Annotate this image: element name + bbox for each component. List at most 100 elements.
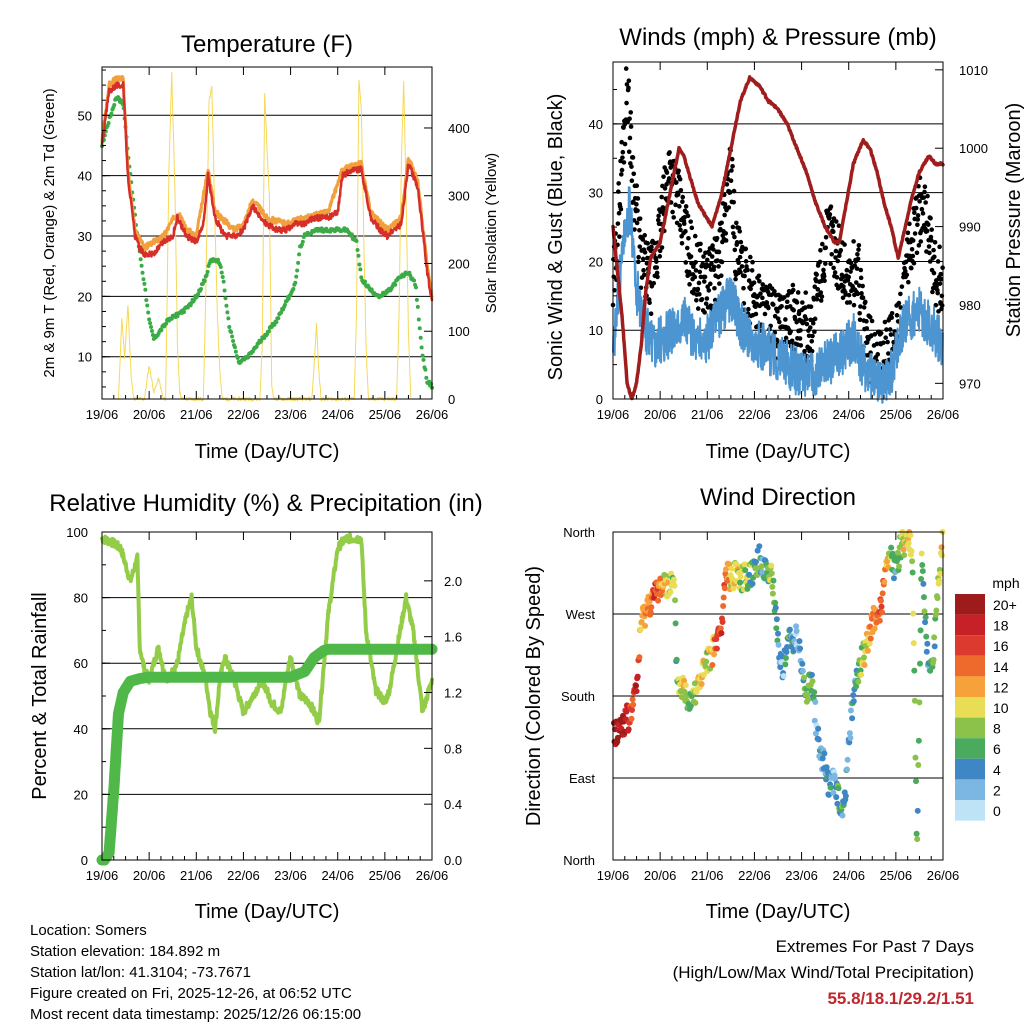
gust-point bbox=[764, 300, 770, 306]
gust-point bbox=[651, 280, 657, 286]
dewpoint-point bbox=[225, 310, 230, 315]
gust-point bbox=[729, 168, 734, 173]
gust-point bbox=[718, 273, 724, 279]
gust-point bbox=[642, 272, 647, 278]
gust-point bbox=[724, 182, 730, 187]
gust-point bbox=[722, 212, 727, 218]
winds-series bbox=[610, 66, 945, 404]
gust-point bbox=[641, 268, 646, 273]
gust-point bbox=[761, 287, 766, 293]
direction-point bbox=[782, 661, 789, 668]
x-tick-label: 25/06 bbox=[369, 407, 402, 422]
direction-point bbox=[839, 812, 846, 819]
x-tick-label: 21/06 bbox=[691, 407, 724, 422]
gust-point bbox=[631, 199, 636, 205]
gust-point bbox=[855, 251, 860, 257]
direction-point bbox=[629, 696, 636, 703]
gust-point bbox=[918, 239, 924, 244]
direction-point bbox=[749, 580, 756, 587]
gust-point bbox=[812, 329, 817, 334]
direction-point bbox=[823, 764, 830, 771]
direction-point bbox=[861, 662, 868, 669]
x-tick-label: 23/06 bbox=[274, 407, 307, 422]
y2-tick-label: 100 bbox=[448, 324, 470, 339]
direction-point bbox=[698, 681, 705, 688]
direction-point bbox=[709, 662, 716, 669]
gust-point bbox=[656, 213, 661, 219]
speed-legend: mph 20+ 18 16 14 12 10 8 6 4 2 0 bbox=[955, 575, 1020, 821]
x-tick-label: 20/06 bbox=[644, 868, 677, 883]
gust-point bbox=[706, 288, 712, 293]
direction-point bbox=[713, 635, 720, 642]
x-tick-label: 19/06 bbox=[86, 868, 119, 883]
direction-point bbox=[780, 672, 787, 679]
gust-point bbox=[916, 243, 922, 248]
gust-point bbox=[628, 124, 634, 129]
direction-point bbox=[682, 682, 689, 689]
direction-point bbox=[717, 625, 724, 632]
gust-point bbox=[803, 316, 809, 322]
dewpoint-point bbox=[139, 263, 144, 268]
gust-point bbox=[666, 176, 672, 181]
gust-point bbox=[922, 184, 928, 189]
direction-point bbox=[916, 699, 923, 706]
gust-point bbox=[790, 287, 796, 293]
dewpoint-point bbox=[215, 257, 220, 262]
direction-point bbox=[921, 608, 928, 615]
gust-point bbox=[860, 295, 866, 301]
gust-point bbox=[812, 284, 818, 290]
gust-point bbox=[800, 300, 805, 305]
direction-point bbox=[918, 575, 925, 582]
x-tick-label: 20/06 bbox=[644, 407, 677, 422]
direction-point bbox=[930, 656, 937, 663]
gust-point bbox=[856, 283, 862, 288]
direction-point bbox=[777, 664, 784, 671]
gust-point bbox=[869, 318, 875, 324]
gust-point bbox=[894, 313, 900, 318]
direction-point bbox=[858, 671, 865, 678]
gust-point bbox=[823, 261, 828, 266]
gust-point bbox=[770, 302, 776, 307]
dewpoint-point bbox=[418, 335, 423, 340]
direction-point bbox=[931, 643, 938, 650]
y-tick-label: 0 bbox=[81, 853, 88, 868]
dewpoint-point bbox=[293, 280, 298, 285]
gust-point bbox=[804, 321, 810, 327]
direction-point bbox=[900, 546, 907, 553]
y2-tick-label: 1.6 bbox=[444, 630, 462, 645]
gust-point bbox=[681, 221, 687, 226]
gust-point bbox=[858, 304, 863, 309]
dewpoint-point bbox=[196, 291, 201, 296]
gust-point bbox=[772, 289, 777, 294]
direction-point bbox=[922, 619, 929, 626]
dewpoint-point bbox=[294, 274, 299, 279]
speed-legend-swatch bbox=[955, 635, 985, 656]
y-tick-label: 0 bbox=[596, 392, 603, 407]
gust-point bbox=[923, 200, 928, 205]
dewpoint-point bbox=[204, 273, 209, 278]
gust-point bbox=[659, 245, 665, 250]
x-tick-label: 21/06 bbox=[180, 868, 213, 883]
gust-point bbox=[632, 227, 637, 232]
gust-point bbox=[712, 297, 718, 303]
gust-point bbox=[904, 272, 910, 278]
gust-point bbox=[659, 194, 664, 200]
gust-point bbox=[636, 254, 641, 260]
dewpoint-point bbox=[356, 253, 361, 258]
gust-point bbox=[935, 290, 941, 296]
direction-point bbox=[775, 630, 781, 637]
y-tick-label: 20 bbox=[78, 289, 92, 304]
dewpoint-point bbox=[282, 303, 287, 308]
direction-point bbox=[835, 785, 842, 792]
gust-point bbox=[692, 233, 698, 239]
dewpoint-point bbox=[421, 357, 426, 362]
gust-point bbox=[620, 155, 625, 160]
gust-point bbox=[693, 268, 699, 273]
direction-point bbox=[909, 569, 916, 576]
pressure-line bbox=[611, 75, 945, 401]
dewpoint-point bbox=[299, 242, 304, 247]
gust-point bbox=[928, 215, 933, 221]
gust-point bbox=[697, 269, 703, 275]
gust-point bbox=[807, 325, 813, 330]
